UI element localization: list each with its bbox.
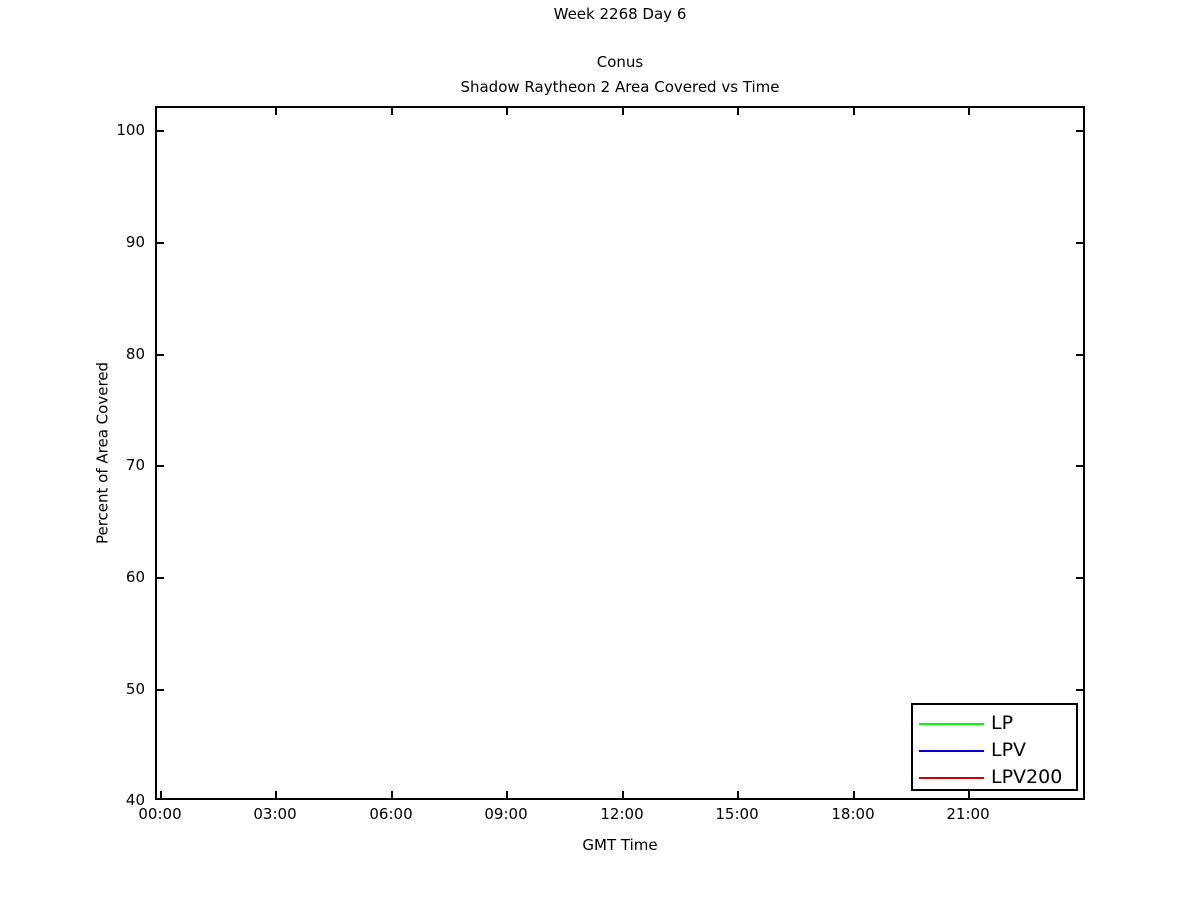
data-series-canvas xyxy=(157,108,1083,798)
legend-item-lpv200: LPV200 xyxy=(913,764,1076,791)
xtick-label-0300: 03:00 xyxy=(253,805,297,823)
ytick-mark-80 xyxy=(155,354,164,356)
xtick-label-1500: 15:00 xyxy=(715,805,759,823)
ytick-mark-50 xyxy=(155,689,164,691)
figure-title-line2: Shadow Raytheon 2 Area Covered vs Time xyxy=(460,78,780,96)
legend: LP LPV LPV200 xyxy=(911,703,1078,791)
legend-line-swatch-lp xyxy=(919,722,984,725)
figure-title-line1: Conus xyxy=(596,53,644,71)
xtick-mark-1800 xyxy=(853,791,855,800)
xtick-mark-1500-top xyxy=(737,106,739,115)
xtick-mark-0000 xyxy=(160,791,162,800)
xtick-mark-1200-top xyxy=(622,106,624,115)
ytick-label-80: 80 xyxy=(125,345,145,363)
ytick-mark-60-right xyxy=(1076,577,1085,579)
xtick-label-2100: 21:00 xyxy=(946,805,990,823)
ytick-label-50: 50 xyxy=(125,680,145,698)
xtick-mark-0600 xyxy=(391,791,393,800)
ytick-label-100: 100 xyxy=(116,121,145,139)
ytick-mark-70-right xyxy=(1076,465,1085,467)
xtick-mark-0900 xyxy=(506,791,508,800)
xtick-mark-1200 xyxy=(622,791,624,800)
legend-item-lp: LP xyxy=(913,710,1076,737)
ytick-mark-90 xyxy=(155,242,164,244)
figure-title: Conus Shadow Raytheon 2 Area Covered vs … xyxy=(0,50,1200,100)
ytick-label-90: 90 xyxy=(125,233,145,251)
xtick-mark-0300 xyxy=(275,791,277,800)
ytick-mark-70 xyxy=(155,465,164,467)
xtick-label-0900: 09:00 xyxy=(484,805,528,823)
xtick-mark-0300-top xyxy=(275,106,277,115)
ytick-mark-100 xyxy=(155,130,164,132)
xtick-mark-2100-top xyxy=(968,106,970,115)
ytick-mark-90-right xyxy=(1076,242,1085,244)
xtick-mark-1500 xyxy=(737,791,739,800)
legend-label-lpv: LPV xyxy=(991,739,1027,761)
ytick-label-60: 60 xyxy=(125,568,145,586)
xtick-mark-0600-top xyxy=(391,106,393,115)
ytick-mark-60 xyxy=(155,577,164,579)
xtick-label-1200: 12:00 xyxy=(600,805,644,823)
xtick-mark-0900-top xyxy=(506,106,508,115)
ytick-label-40: 40 xyxy=(125,791,145,809)
ytick-mark-50-right xyxy=(1076,689,1085,691)
legend-line-swatch-lpv200 xyxy=(919,776,984,779)
y-axis-label: Percent of Area Covered xyxy=(93,106,113,800)
ytick-label-70: 70 xyxy=(125,456,145,474)
ytick-mark-80-right xyxy=(1076,354,1085,356)
xtick-label-0600: 06:00 xyxy=(369,805,413,823)
figure-suptitle: Week 2268 Day 6 xyxy=(553,5,687,23)
xtick-mark-1800-top xyxy=(853,106,855,115)
legend-label-lp: LP xyxy=(991,712,1014,734)
xtick-label-0000: 00:00 xyxy=(138,805,182,823)
xtick-label-1800: 18:00 xyxy=(831,805,875,823)
xtick-mark-2100 xyxy=(968,791,970,800)
legend-item-lpv: LPV xyxy=(913,737,1076,764)
y-axis-label-text: Percent of Area Covered xyxy=(93,361,112,545)
legend-line-swatch-lpv xyxy=(919,749,984,752)
legend-label-lpv200: LPV200 xyxy=(991,766,1063,788)
x-axis-label: GMT Time xyxy=(582,836,658,854)
plot-area xyxy=(155,106,1085,800)
ytick-mark-100-right xyxy=(1076,130,1085,132)
